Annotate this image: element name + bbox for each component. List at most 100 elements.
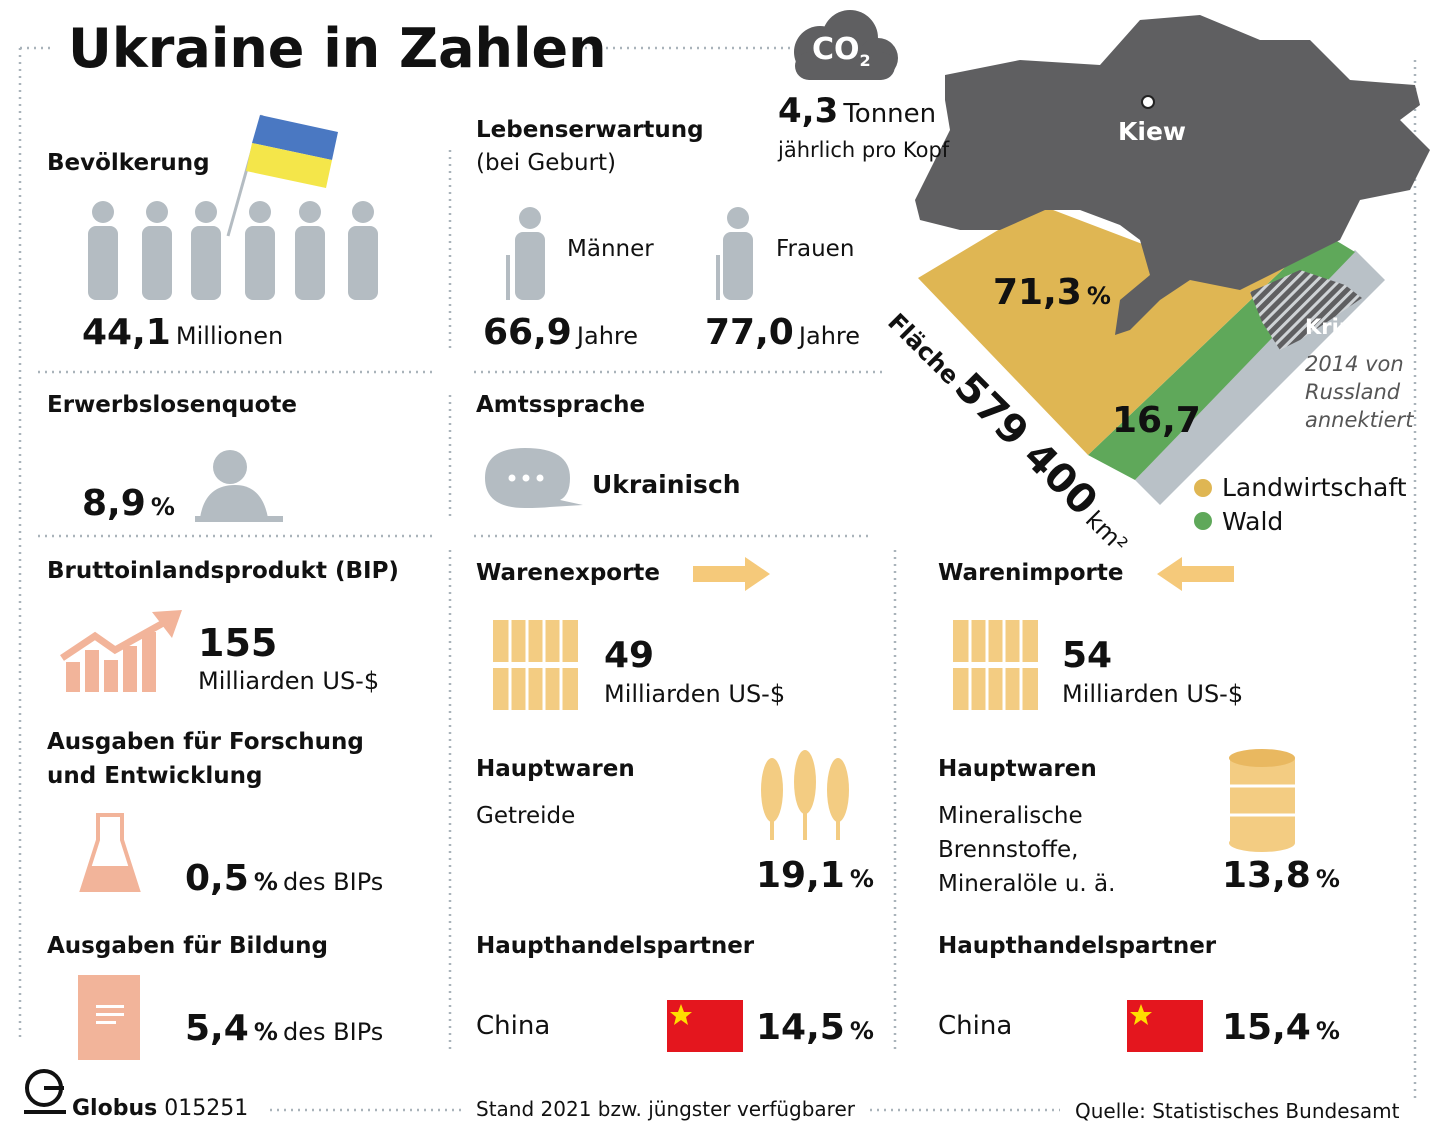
heading: Haupthandelspartner bbox=[476, 933, 755, 959]
unit: % bbox=[849, 1017, 874, 1045]
co2-note: jährlich pro Kopf bbox=[778, 138, 950, 162]
heading: und Entwicklung bbox=[47, 763, 263, 789]
men-value: 66,9 Jahre bbox=[483, 312, 638, 353]
number: 71,3 bbox=[993, 272, 1082, 313]
heading: Lebenserwartung bbox=[476, 117, 704, 143]
goods: Brennstoffe, bbox=[938, 837, 1079, 863]
number: 19,1 bbox=[756, 855, 845, 896]
co2-label: CO2 bbox=[812, 32, 871, 70]
crimea-note: Russland bbox=[1305, 380, 1401, 404]
title: Ukraine in Zahlen bbox=[68, 17, 607, 80]
education-value: 5,4 % des BIPs bbox=[185, 1008, 383, 1049]
unit: Milliarden US-$ bbox=[198, 667, 380, 695]
code: 015251 bbox=[164, 1096, 249, 1121]
unemployed-icon bbox=[195, 450, 283, 522]
subheading: (bei Geburt) bbox=[476, 150, 617, 176]
heading: Hauptwaren bbox=[476, 756, 635, 782]
number: 66,9 bbox=[483, 312, 572, 353]
number: 13,8 bbox=[1222, 855, 1311, 896]
china-flag bbox=[667, 1000, 1203, 1052]
heading: Ausgaben für Forschung bbox=[47, 729, 364, 755]
suffix: des BIPs bbox=[283, 1018, 384, 1046]
goods: Mineralische bbox=[938, 803, 1083, 829]
gdp-icon bbox=[60, 610, 182, 692]
crimea-note: 2014 von bbox=[1305, 352, 1404, 376]
speech-icon bbox=[485, 448, 583, 508]
goods: Getreide bbox=[476, 803, 576, 829]
number: 15,4 bbox=[1222, 1007, 1311, 1048]
agriculture-share: 71,3 % bbox=[993, 272, 1111, 313]
export-crates bbox=[493, 620, 578, 710]
heading: Haupthandelspartner bbox=[938, 933, 1217, 959]
dotted-rules bbox=[18, 46, 1417, 1112]
wheat-icon bbox=[761, 750, 849, 840]
population-value: 44,1 Millionen bbox=[82, 312, 283, 353]
heading: Bevölkerung bbox=[47, 150, 210, 176]
import-arrow bbox=[1157, 557, 1234, 591]
unit: Jahre bbox=[798, 322, 861, 350]
capital: Kiew bbox=[1118, 117, 1186, 146]
elderly-icons bbox=[506, 207, 753, 300]
forest-share: 16,7 bbox=[1112, 400, 1201, 441]
heading: Amtssprache bbox=[476, 392, 646, 418]
co2-value: 4,3 Tonnen bbox=[778, 91, 937, 131]
crate-slats bbox=[508, 620, 1023, 710]
exports-value: 49 bbox=[604, 635, 655, 676]
book-icon bbox=[78, 975, 140, 1060]
heading: Erwerbslosenquote bbox=[47, 392, 297, 418]
unit: Milliarden US-$ bbox=[604, 680, 786, 708]
import-crates bbox=[953, 620, 1038, 710]
legend-label: Wald bbox=[1222, 507, 1284, 536]
unit: % bbox=[1315, 1017, 1340, 1045]
language-value: Ukrainisch bbox=[592, 470, 741, 499]
gdp-value: 155 bbox=[198, 621, 278, 665]
heading: Warenimporte bbox=[938, 560, 1124, 586]
legend-label: Landwirtschaft bbox=[1222, 473, 1407, 502]
co2-text: CO bbox=[812, 32, 860, 67]
unit: % bbox=[253, 868, 278, 896]
map bbox=[915, 15, 1430, 530]
unit: % bbox=[849, 865, 874, 893]
people-icons bbox=[88, 114, 378, 300]
heading: Bruttoinlandsprodukt (BIP) bbox=[47, 558, 399, 584]
unit: % bbox=[253, 1018, 278, 1046]
crimea: Krim bbox=[1305, 315, 1361, 339]
heading: Hauptwaren bbox=[938, 756, 1097, 782]
co2-sub: 2 bbox=[859, 51, 871, 70]
unemployment-value: 8,9 % bbox=[82, 483, 175, 524]
number: 0,5 bbox=[185, 858, 249, 899]
goods: Mineralöle u. ä. bbox=[938, 871, 1116, 897]
unit: Milliarden US-$ bbox=[1062, 680, 1244, 708]
number: 44,1 bbox=[82, 312, 171, 353]
flask-icon bbox=[79, 813, 141, 892]
partner: China bbox=[476, 1011, 551, 1041]
label: Männer bbox=[567, 236, 654, 262]
research-value: 0,5 % des BIPs bbox=[185, 858, 383, 899]
goods-share: 13,8 % bbox=[1222, 855, 1340, 896]
unit: % bbox=[1086, 282, 1111, 310]
unit: Tonnen bbox=[843, 99, 937, 129]
number: 8,9 bbox=[82, 483, 146, 524]
unit: % bbox=[150, 493, 175, 521]
flag-blue bbox=[252, 115, 338, 160]
crimea-note: annektiert bbox=[1305, 408, 1414, 432]
goods-share: 19,1 % bbox=[756, 855, 874, 896]
footer-note: Stand 2021 bzw. jüngster verfügbarer bbox=[476, 1097, 855, 1121]
number: 5,4 bbox=[185, 1008, 249, 1049]
brand: Globus bbox=[72, 1096, 158, 1121]
number: 4,3 bbox=[778, 91, 839, 131]
unit: % bbox=[1315, 865, 1340, 893]
women-value: 77,0 Jahre bbox=[705, 312, 860, 353]
flag-yellow bbox=[246, 143, 332, 188]
partner-share: 15,4 % bbox=[1222, 1007, 1340, 1048]
co2-cloud bbox=[794, 10, 898, 80]
partner: China bbox=[938, 1011, 1013, 1041]
unit: Millionen bbox=[175, 322, 284, 350]
footer-brand: Globus 015251 bbox=[72, 1096, 248, 1121]
globus-logo bbox=[24, 1069, 66, 1114]
number: 14,5 bbox=[756, 1007, 845, 1048]
unit: Jahre bbox=[576, 322, 639, 350]
